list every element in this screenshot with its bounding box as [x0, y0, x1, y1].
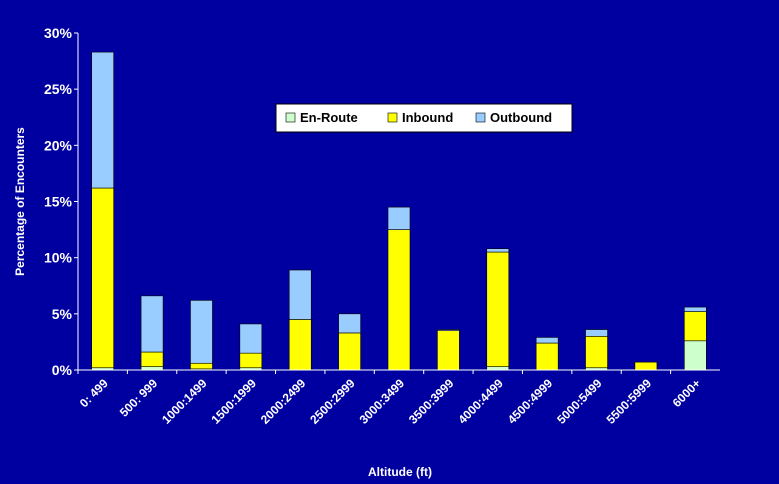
x-tick-label: 6000+ [670, 376, 704, 410]
legend-box [275, 103, 573, 133]
y-tick-label: 5% [52, 306, 73, 322]
bar-segment-outbound [288, 269, 312, 320]
bar-segment-inbound [91, 187, 114, 369]
y-tick-label: 15% [44, 194, 73, 210]
x-axis-title: Altitude (ft) [368, 465, 432, 479]
bar-segment-outbound [437, 329, 460, 331]
bar-segment-inbound [288, 319, 312, 371]
bar-segment-inbound [486, 251, 510, 367]
y-tick-label: 0% [52, 362, 73, 378]
bar-stacks [91, 51, 707, 371]
x-tick-label: 500: 999 [117, 376, 161, 420]
x-tick-label: 4000:4499 [455, 376, 506, 427]
legend-label-outbound: Outbound [490, 110, 552, 125]
y-tick-labels: 0% 5% 10% 15% 20% 25% 30% [44, 25, 78, 378]
bar-segment-inbound [535, 342, 559, 371]
bar-segment-outbound [91, 51, 114, 189]
bar-segment-outbound [535, 337, 559, 344]
y-tick-label: 30% [44, 25, 73, 41]
x-tick-label: 2500:2999 [307, 376, 358, 427]
bar-segment-outbound [190, 300, 213, 364]
bar-segment-inbound [437, 330, 460, 371]
bar-segment-inbound [634, 361, 658, 371]
bar-segment-inbound [239, 352, 263, 369]
y-tick-label: 25% [44, 81, 73, 97]
y-tick-label: 10% [44, 250, 73, 266]
bar-segment-inbound [684, 311, 707, 342]
bar-segment-outbound [684, 306, 707, 312]
x-tick-label: 4500:4999 [505, 376, 556, 427]
bar-segment-inbound [140, 351, 164, 367]
x-tick-label: 3500:3999 [406, 376, 457, 427]
bar-segment-en-route [684, 340, 707, 371]
x-tick-label: 5000:5499 [554, 376, 605, 427]
bar-segment-inbound [585, 335, 608, 369]
bar-segment-outbound [338, 313, 361, 334]
bar-segment-inbound [190, 362, 213, 370]
x-tick-label: 1000:1499 [159, 376, 210, 427]
bar-segment-outbound [585, 329, 608, 337]
x-tick-label: 0: 499 [77, 376, 111, 410]
legend-swatch-en-route [285, 112, 296, 123]
bar-segment-outbound [239, 323, 263, 354]
bar-segment-outbound [486, 248, 510, 253]
bar-segment-outbound [387, 206, 411, 230]
x-tick-label: 5500:5999 [604, 376, 655, 427]
x-tick-labels: 0: 499 500: 9991000:14991500:19992000:249… [77, 370, 704, 427]
x-tick-label: 3000:3499 [357, 376, 408, 427]
bar-segment-en-route [140, 366, 164, 371]
legend-swatch-outbound [475, 112, 486, 123]
legend: En-Route Inbound Outbound [275, 103, 573, 133]
y-tick-label: 20% [44, 137, 73, 153]
x-tick-label: 1500:1999 [208, 376, 259, 427]
x-tick-label: 2000:2499 [258, 376, 309, 427]
y-axis-title: Percentage of Encounters [13, 127, 27, 276]
legend-label-en-route: En-Route [300, 110, 358, 125]
legend-label-inbound: Inbound [402, 110, 453, 125]
legend-swatch-inbound [387, 112, 398, 123]
bar-segment-inbound [338, 332, 361, 371]
bar-segment-outbound [140, 295, 164, 353]
bar-segment-inbound [387, 229, 411, 371]
bar-segment-en-route [486, 366, 510, 371]
